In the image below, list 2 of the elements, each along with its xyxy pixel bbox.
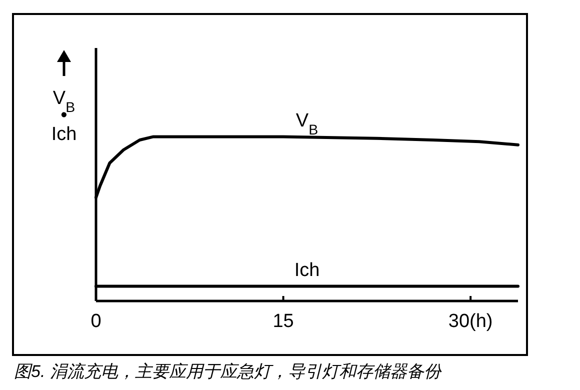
annotation: 图5. 涓流充电，主要应用于应急灯，导引灯和存储器备份 bbox=[14, 362, 441, 381]
ylabel: V$_{B}$ • Ich bbox=[51, 88, 77, 145]
